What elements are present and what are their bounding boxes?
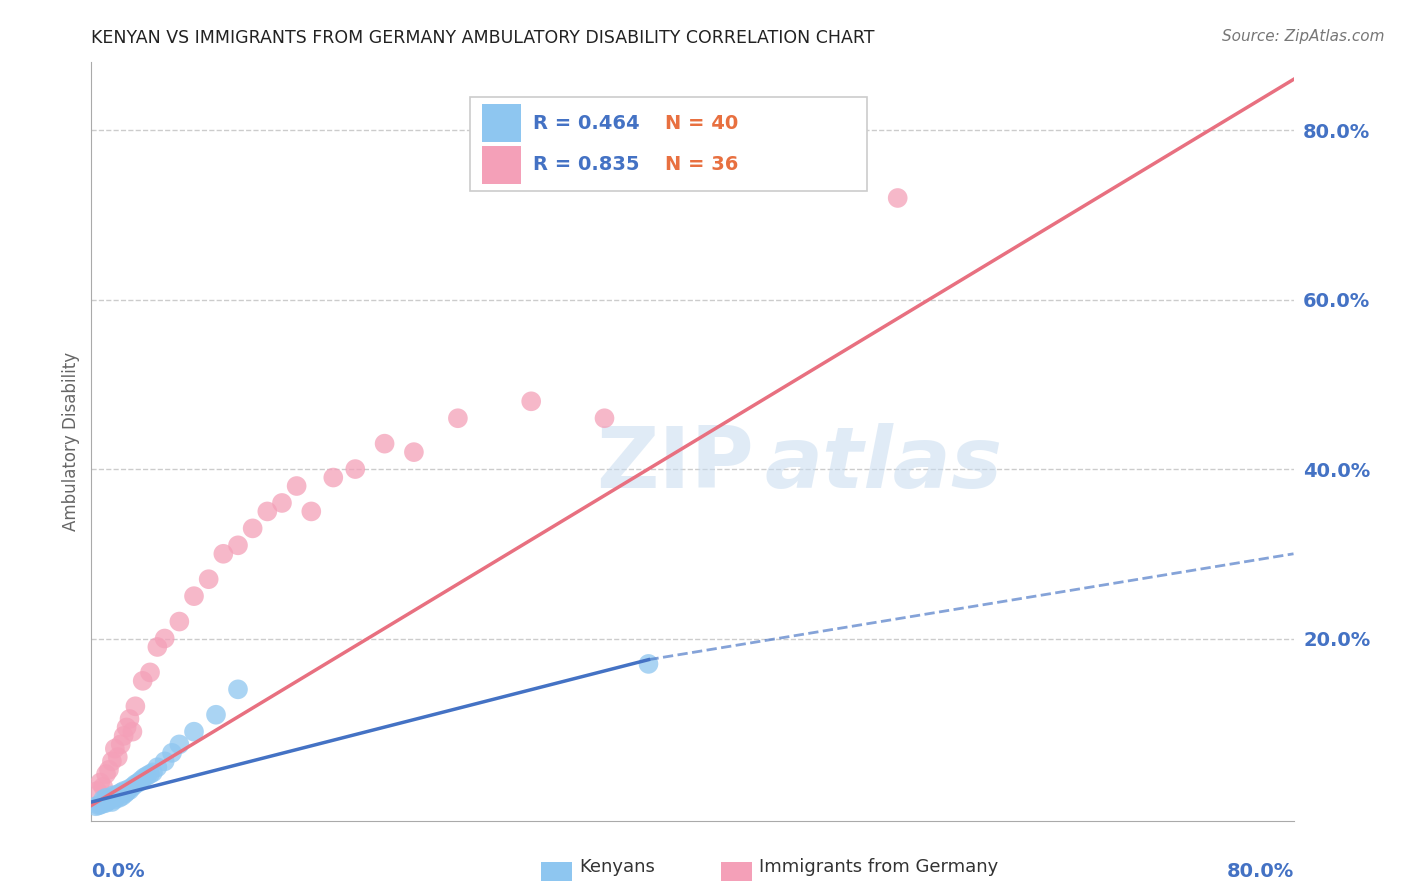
Point [124, 777, 146, 791]
Point [114, 787, 136, 801]
Point [212, 547, 235, 561]
Point [183, 724, 205, 739]
Point [285, 479, 308, 493]
Point [271, 496, 294, 510]
Point [103, 789, 125, 804]
Point [94, 790, 117, 805]
Point [226, 538, 249, 552]
Point [131, 673, 153, 688]
Point [91, 797, 114, 811]
Point [121, 780, 143, 794]
Point [322, 470, 344, 484]
Point [637, 657, 659, 671]
Point [124, 699, 146, 714]
Point [146, 760, 169, 774]
Point [136, 769, 159, 783]
Text: atlas: atlas [765, 423, 1002, 506]
Point [107, 750, 129, 764]
Point [153, 755, 176, 769]
Text: KENYAN VS IMMIGRANTS FROM GERMANY AMBULATORY DISABILITY CORRELATION CHART: KENYAN VS IMMIGRANTS FROM GERMANY AMBULA… [91, 29, 875, 47]
Point [104, 741, 127, 756]
Point [89, 797, 111, 812]
Y-axis label: Ambulatory Disability: Ambulatory Disability [62, 352, 80, 531]
Point [139, 767, 162, 781]
Point [169, 738, 191, 752]
Text: R = 0.464: R = 0.464 [533, 113, 640, 133]
Point [242, 521, 264, 535]
Point [101, 795, 124, 809]
Text: N = 40: N = 40 [665, 113, 738, 133]
Point [98, 793, 121, 807]
Point [153, 632, 176, 646]
Bar [482, 104, 520, 142]
Point [108, 790, 131, 805]
Text: Kenyans: Kenyans [579, 858, 655, 876]
Text: N = 36: N = 36 [665, 155, 738, 174]
Point [89, 775, 111, 789]
Point [87, 798, 110, 813]
Point [374, 436, 396, 450]
Point [104, 792, 127, 806]
Point [160, 746, 183, 760]
Point [402, 445, 425, 459]
Point [91, 780, 114, 794]
Point [100, 791, 122, 805]
Point [520, 394, 543, 409]
Point [98, 763, 121, 777]
FancyBboxPatch shape [470, 96, 866, 191]
Point [344, 462, 367, 476]
Point [101, 755, 124, 769]
Point [96, 794, 118, 808]
Point [111, 789, 134, 803]
Text: R = 0.835: R = 0.835 [533, 155, 640, 174]
Point [256, 504, 278, 518]
Point [183, 589, 205, 603]
Point [197, 572, 219, 586]
Point [84, 799, 107, 814]
Point [94, 796, 117, 810]
Text: Immigrants from Germany: Immigrants from Germany [759, 858, 998, 876]
Point [447, 411, 470, 425]
Text: 0.0%: 0.0% [91, 863, 145, 881]
Point [127, 775, 149, 789]
Point [94, 767, 117, 781]
Point [112, 729, 135, 743]
Point [299, 504, 322, 518]
Point [115, 721, 138, 735]
Point [118, 783, 141, 797]
Point [139, 665, 162, 680]
Point [115, 785, 138, 799]
Point [112, 784, 135, 798]
Bar [482, 145, 520, 184]
Point [205, 707, 228, 722]
Text: Source: ZipAtlas.com: Source: ZipAtlas.com [1222, 29, 1385, 45]
Point [142, 765, 165, 780]
Point [121, 724, 143, 739]
Point [169, 615, 191, 629]
Point [86, 784, 108, 798]
Point [110, 786, 132, 800]
Point [886, 191, 908, 205]
Point [91, 792, 114, 806]
Point [105, 789, 128, 803]
Point [226, 682, 249, 697]
Point [117, 782, 139, 797]
Point [118, 712, 141, 726]
Point [134, 771, 156, 785]
Point [129, 772, 152, 787]
Point [146, 640, 169, 654]
Text: ZIP: ZIP [596, 423, 754, 506]
Text: 80.0%: 80.0% [1226, 863, 1294, 881]
Point [103, 789, 125, 803]
Point [593, 411, 616, 425]
Point [107, 788, 129, 802]
Point [110, 738, 132, 752]
